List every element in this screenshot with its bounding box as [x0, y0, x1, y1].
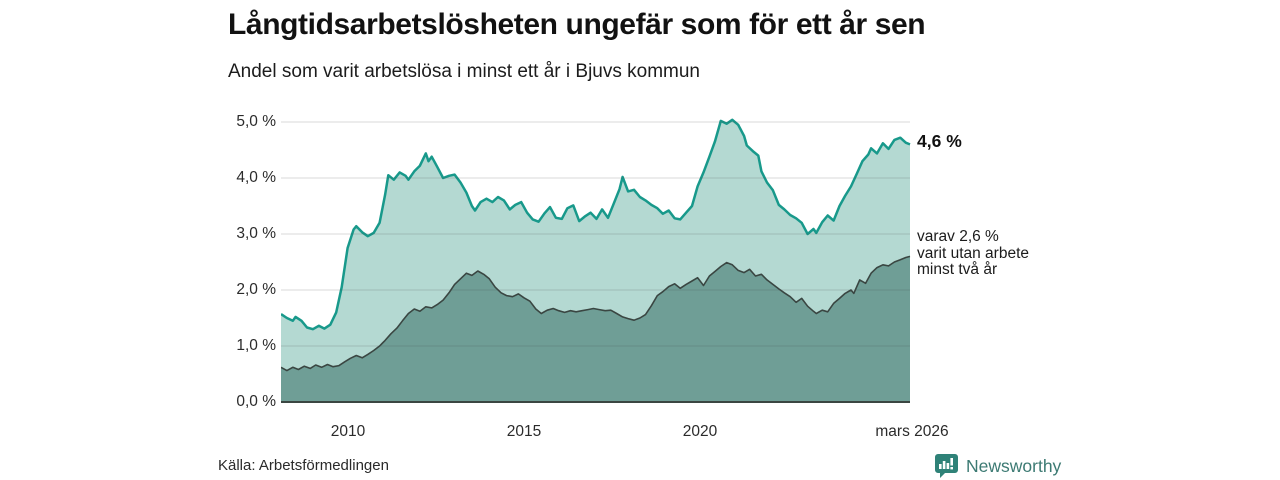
annotation-line: varav 2,6 % — [917, 228, 999, 245]
x-tick-label: 2020 — [682, 423, 718, 440]
y-tick-label: 1,0 % — [236, 337, 276, 354]
y-tick-label: 5,0 % — [236, 113, 276, 130]
area-chart — [281, 118, 911, 403]
series-annotation: varav 2,6 % varit utan arbete minst två … — [917, 228, 1030, 279]
annotation-line: varit utan arbete — [917, 244, 1030, 262]
x-tick-label: mars 2026 — [875, 423, 949, 440]
y-tick-label: 4,0 % — [236, 169, 276, 186]
series-end-value-label: 4,6 % — [917, 131, 962, 151]
source-note: Källa: Arbetsförmedlingen — [218, 457, 389, 474]
annotation-line: minst två år — [917, 261, 998, 278]
newsworthy-chart-bubble-icon — [935, 454, 958, 478]
x-tick-label: 2010 — [330, 423, 366, 440]
x-tick-label: 2015 — [506, 423, 542, 440]
y-tick-label: 2,0 % — [236, 281, 276, 298]
y-tick-label: 0,0 % — [236, 393, 276, 410]
chart-subtitle: Andel som varit arbetslösa i minst ett å… — [228, 61, 701, 82]
newsworthy-logo: Newsworthy — [934, 453, 1061, 479]
page-title: Långtidsarbetslösheten ungefär som för e… — [228, 8, 926, 41]
y-tick-label: 3,0 % — [236, 225, 276, 242]
brand-name: Newsworthy — [966, 455, 1062, 476]
